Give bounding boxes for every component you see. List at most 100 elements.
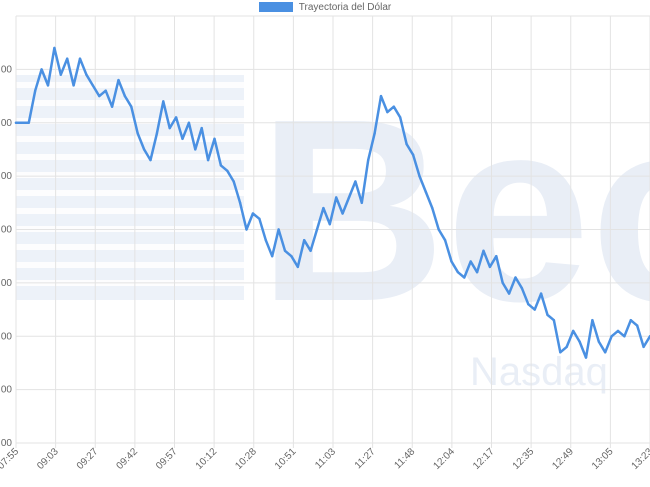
data-point[interactable] [117,78,120,82]
legend[interactable]: Trayectoria del Dólar [0,0,650,14]
data-point[interactable] [21,121,24,125]
data-point[interactable] [85,73,88,76]
data-point[interactable] [347,196,351,199]
data-point[interactable] [91,84,95,87]
data-point[interactable] [200,126,203,130]
data-point[interactable] [354,180,357,183]
data-point[interactable] [572,329,575,333]
data-point[interactable] [303,239,306,242]
data-point[interactable] [591,319,594,322]
data-point[interactable] [533,308,536,311]
data-point[interactable] [27,121,30,125]
data-point[interactable] [546,313,549,317]
data-point[interactable] [597,340,600,343]
data-point[interactable] [130,105,133,108]
data-point[interactable] [399,116,402,119]
data-point[interactable] [552,319,556,322]
data-point[interactable] [238,201,242,204]
data-point[interactable] [456,271,460,274]
data-point[interactable] [66,57,69,60]
data-point[interactable] [206,158,210,162]
data-point[interactable] [245,228,248,231]
data-point[interactable] [527,303,530,306]
data-point[interactable] [213,137,216,140]
data-point[interactable] [418,174,421,178]
data-point[interactable] [219,164,223,167]
data-point[interactable] [616,329,620,333]
data-point[interactable] [450,260,453,263]
data-point[interactable] [40,68,43,71]
data-point[interactable] [578,340,581,343]
data-point[interactable] [373,132,376,135]
data-point[interactable] [283,249,287,252]
data-point[interactable] [136,132,139,135]
data-point[interactable] [290,255,293,258]
data-point[interactable] [194,148,197,151]
data-point[interactable] [437,228,440,231]
data-point[interactable] [565,345,568,349]
data-point[interactable] [53,46,56,50]
data-point[interactable] [277,228,280,231]
data-point[interactable] [501,281,504,285]
data-point[interactable] [104,89,107,92]
data-point[interactable] [168,126,171,130]
data-point[interactable] [226,169,229,172]
data-point[interactable] [379,94,383,98]
data-point[interactable] [59,73,62,76]
data-point[interactable] [559,351,562,354]
data-point[interactable] [187,121,191,125]
data-point[interactable] [463,276,466,279]
data-point[interactable] [328,223,331,226]
data-point[interactable] [610,335,613,338]
data-point[interactable] [258,217,261,220]
data-point[interactable] [392,105,395,108]
data-point[interactable] [443,239,447,242]
data-point[interactable] [482,249,485,252]
data-point[interactable] [142,148,146,151]
data-point[interactable] [315,228,319,231]
data-point[interactable] [149,158,152,162]
data-point[interactable] [469,260,472,263]
data-point[interactable] [431,206,434,210]
data-point[interactable] [322,206,325,210]
data-point[interactable] [411,153,415,156]
data-point[interactable] [34,89,37,92]
data-point[interactable] [251,212,255,215]
data-point[interactable] [367,158,370,162]
data-point[interactable] [424,190,428,194]
data-point[interactable] [181,137,184,140]
data-point[interactable] [584,356,588,359]
data-point[interactable] [174,116,178,119]
data-point[interactable] [507,292,511,295]
data-point[interactable] [271,255,274,258]
data-point[interactable] [335,196,338,199]
data-point[interactable] [386,110,389,114]
series-line[interactable] [14,46,650,359]
data-point[interactable] [309,249,312,252]
data-point[interactable] [110,105,114,108]
data-point[interactable] [360,201,363,204]
data-point[interactable] [405,142,408,146]
data-point[interactable] [604,351,607,354]
data-point[interactable] [475,271,479,274]
data-point[interactable] [78,57,82,60]
data-point[interactable] [72,84,75,87]
data-point[interactable] [155,132,159,135]
data-point[interactable] [98,94,101,98]
data-point[interactable] [629,319,632,322]
data-point[interactable] [296,265,299,269]
data-point[interactable] [264,239,267,242]
data-point[interactable] [488,265,492,269]
data-point[interactable] [495,255,498,258]
data-point[interactable] [46,84,50,87]
data-point[interactable] [520,287,524,290]
data-point[interactable] [514,276,517,279]
data-point[interactable] [636,324,639,327]
data-point[interactable] [232,180,235,183]
data-point[interactable] [14,121,18,125]
data-point[interactable] [341,212,344,215]
data-point[interactable] [162,100,165,103]
data-point[interactable] [123,94,127,98]
data-point[interactable] [642,345,645,349]
data-point[interactable] [623,335,626,338]
